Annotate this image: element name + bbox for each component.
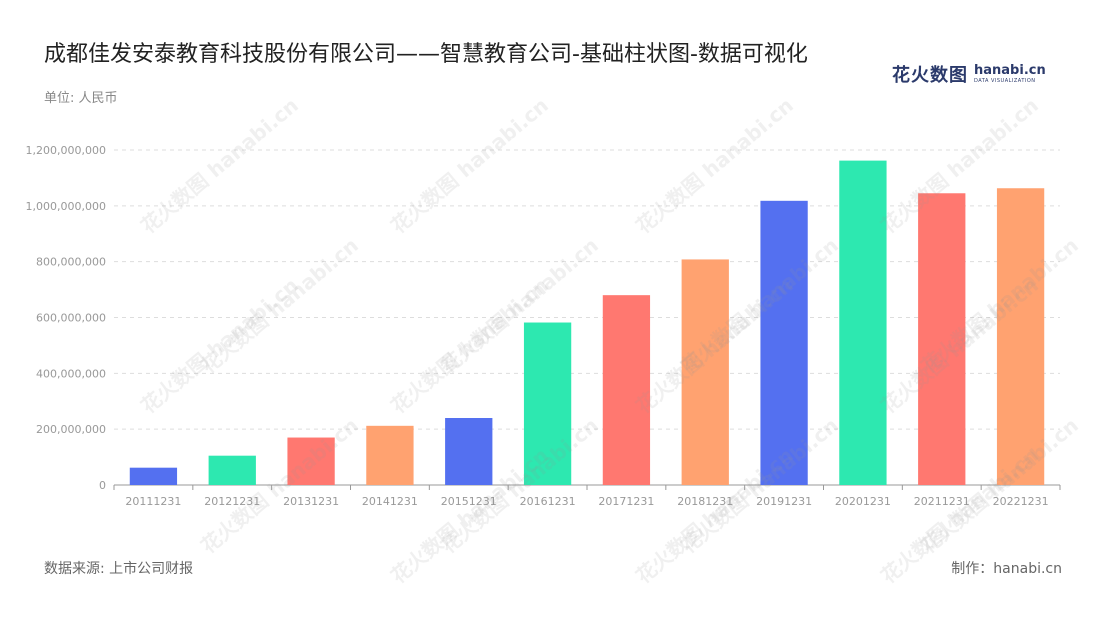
x-tick-label: 20121231	[204, 495, 260, 508]
chart-title: 成都佳发安泰教育科技股份有限公司——智慧教育公司-基础柱状图-数据可视化	[44, 42, 808, 67]
y-tick-label: 0	[99, 479, 106, 492]
bar	[602, 295, 651, 485]
bar	[129, 467, 178, 485]
bar	[918, 193, 966, 486]
bar	[839, 160, 887, 485]
x-tick-label: 20221231	[993, 495, 1049, 508]
x-tick-label: 20191231	[756, 495, 812, 508]
logo-cn-text: 花火数图	[892, 65, 968, 86]
bar	[287, 437, 335, 485]
y-tick-label: 1,200,000,000	[26, 144, 106, 157]
y-tick-label: 800,000,000	[36, 256, 106, 269]
x-tick-label: 20161231	[520, 495, 576, 508]
x-tick-label: 20111231	[125, 495, 181, 508]
bar	[681, 259, 729, 485]
x-tick-label: 20201231	[835, 495, 891, 508]
bar	[996, 188, 1045, 485]
credit-label: 制作：hanabi.cn	[951, 561, 1062, 577]
bar	[445, 418, 493, 485]
x-tick-label: 20131231	[283, 495, 339, 508]
bar	[523, 322, 572, 485]
bar	[208, 455, 256, 485]
unit-label: 单位: 人民币	[44, 91, 118, 106]
y-tick-label: 200,000,000	[36, 423, 106, 436]
logo-en-text: hanabi.cn	[974, 63, 1046, 78]
y-tick-label: 600,000,000	[36, 312, 106, 325]
x-tick-label: 20151231	[441, 495, 497, 508]
data-source: 数据来源: 上市公司财报	[44, 561, 194, 577]
y-tick-label: 1,000,000,000	[26, 200, 106, 213]
x-tick-label: 20211231	[914, 495, 970, 508]
y-tick-label: 400,000,000	[36, 367, 106, 380]
x-tick-label: 20171231	[598, 495, 654, 508]
brand-logo: 花火数图 hanabi.cn DATA VISUALIZATION	[892, 60, 1046, 88]
bar	[366, 425, 414, 485]
x-tick-label: 20141231	[362, 495, 418, 508]
logo-en-block: hanabi.cn DATA VISUALIZATION	[974, 64, 1046, 84]
x-tick-label: 20181231	[677, 495, 733, 508]
logo-tagline: DATA VISUALIZATION	[974, 78, 1036, 84]
bar	[760, 200, 808, 485]
